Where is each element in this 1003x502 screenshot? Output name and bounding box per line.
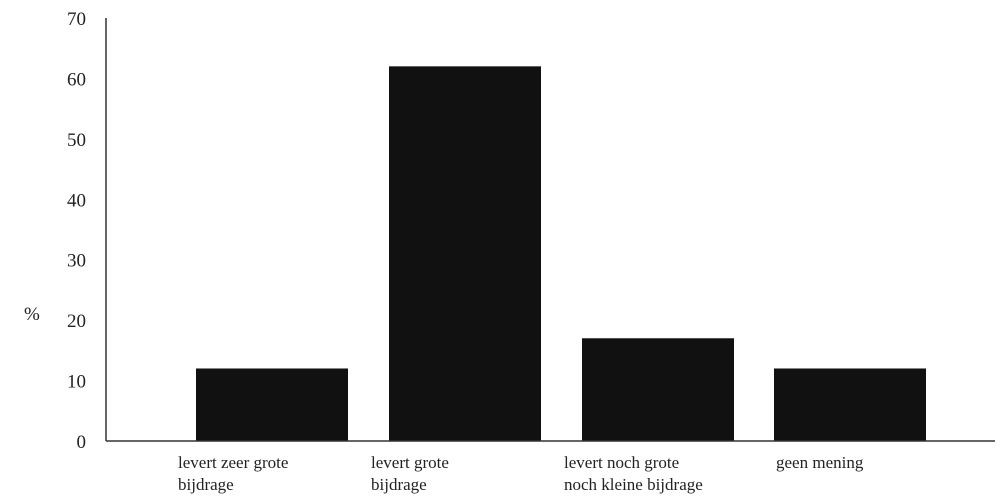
y-tick-label: 30	[67, 251, 86, 272]
y-axis-label: %	[24, 304, 40, 325]
bar	[196, 368, 348, 441]
y-tick-label: 10	[67, 372, 86, 393]
bar	[389, 66, 541, 441]
y-tick-label: 60	[67, 69, 86, 90]
y-tick-labels: 0 10 20 30 40 50 60 70	[67, 9, 86, 453]
y-tick-label: 70	[67, 9, 86, 30]
x-tick-label: bijdrage	[178, 475, 234, 494]
x-tick-labels: levert zeer grote bijdrage levert grote bij…	[178, 453, 864, 494]
x-tick-label: bijdrage	[371, 475, 427, 494]
x-tick-label: levert noch grote	[564, 453, 679, 472]
y-tick-label: 0	[77, 432, 87, 453]
x-tick-label: levert grote	[371, 453, 449, 472]
bars	[196, 66, 926, 441]
y-tick-label: 50	[67, 130, 86, 151]
bar	[582, 338, 734, 441]
x-tick-label: levert zeer grote	[178, 453, 288, 472]
x-tick-label: noch kleine bijdrage	[564, 475, 703, 494]
y-tick-label: 40	[67, 190, 86, 211]
x-tick-label: geen mening	[776, 453, 864, 472]
bar	[774, 368, 926, 441]
y-tick-label: 20	[67, 311, 86, 332]
